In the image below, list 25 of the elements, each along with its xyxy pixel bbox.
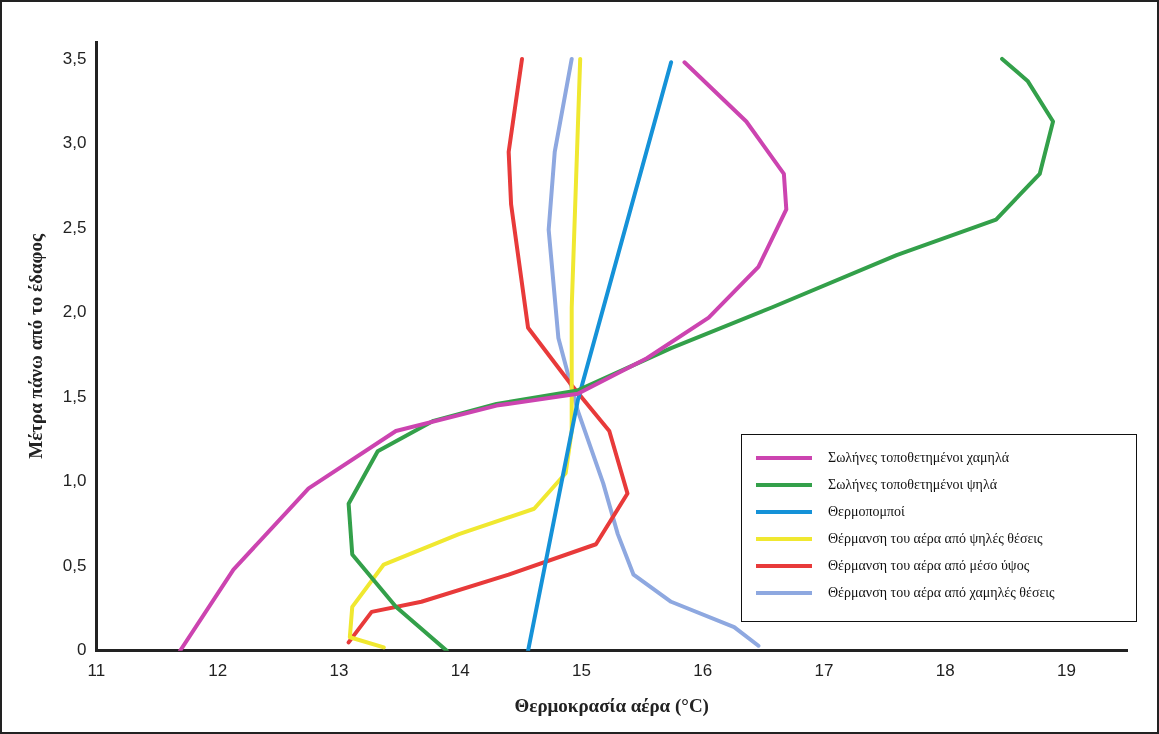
y-tick-label: 0 (76, 640, 87, 660)
y-tick-label: 3,5 (62, 48, 87, 68)
y-tick-label: 1,0 (62, 471, 87, 491)
y-tick-label: 1,5 (62, 386, 87, 406)
legend-label: Θέρμανση του αέρα από χαμηλές θέσεις (828, 584, 1056, 601)
x-tick-label: 18 (935, 660, 955, 680)
x-tick-label: 16 (693, 660, 713, 680)
legend-label: Θέρμανση του αέρα από μέσο ύψος (828, 557, 1031, 574)
x-tick-label: 11 (87, 660, 106, 680)
y-tick-label: 2,5 (62, 217, 87, 237)
y-tick-label: 0,5 (62, 555, 87, 575)
y-tick-label: 2,0 (62, 302, 87, 322)
y-axis-title: Μέτρα πάνω από το έδαφος (25, 233, 47, 459)
x-axis-title: Θερμοκρασία αέρα (°C) (514, 694, 709, 717)
legend-label: Σωλήνες τοποθετημένοι ψηλά (828, 476, 999, 493)
legend-label: Σωλήνες τοποθετημένοι χαμηλά (828, 449, 1010, 466)
x-tick-label: 15 (571, 660, 591, 680)
y-tick-label: 3,0 (62, 133, 87, 153)
legend-label: Θέρμανση του αέρα από ψηλές θέσεις (828, 530, 1044, 547)
x-tick-label: 19 (1056, 660, 1076, 680)
x-tick-label: 14 (450, 660, 470, 680)
x-tick-label: 17 (814, 660, 834, 680)
x-tick-label: 12 (208, 660, 228, 680)
x-tick-label: 13 (329, 660, 349, 680)
legend-label: Θερμοπομποί (828, 503, 906, 520)
